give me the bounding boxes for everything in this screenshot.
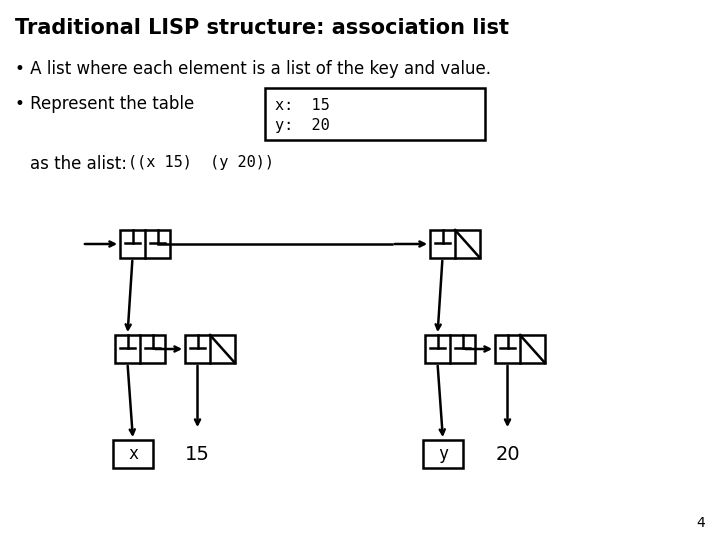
Text: as the alist:: as the alist:	[30, 155, 127, 173]
Bar	[185, 335, 235, 363]
Bar	[495, 335, 545, 363]
Text: 20: 20	[495, 444, 520, 463]
Text: x: x	[128, 445, 138, 463]
Bar	[113, 440, 153, 468]
Text: x:  15: x: 15	[275, 98, 330, 113]
Text: ((x 15)  (y 20)): ((x 15) (y 20))	[128, 155, 274, 170]
Text: 4: 4	[696, 516, 705, 530]
Text: Traditional LISP structure: association list: Traditional LISP structure: association …	[15, 18, 509, 38]
Text: 15: 15	[185, 444, 210, 463]
Text: • A list where each element is a list of the key and value.: • A list where each element is a list of…	[15, 60, 491, 78]
Text: • Represent the table: • Represent the table	[15, 95, 194, 113]
Bar	[265, 88, 485, 140]
Bar	[115, 335, 165, 363]
Bar	[120, 230, 170, 258]
Text: y:  20: y: 20	[275, 118, 330, 133]
Bar	[430, 230, 480, 258]
Bar	[425, 335, 475, 363]
Text: y: y	[438, 445, 448, 463]
Bar	[423, 440, 463, 468]
